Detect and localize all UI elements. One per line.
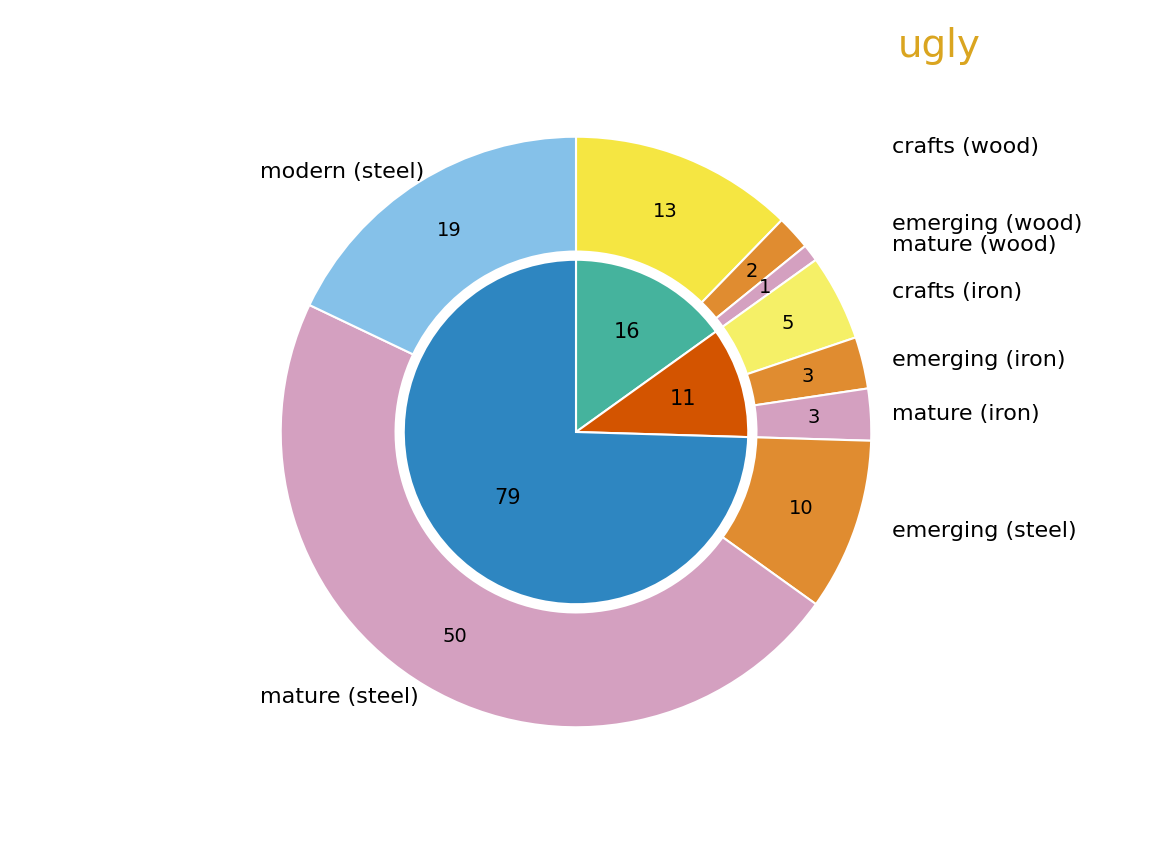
Wedge shape (722, 260, 856, 374)
Text: ugly: ugly (897, 28, 980, 65)
Text: crafts (wood): crafts (wood) (892, 137, 1039, 157)
Text: crafts (iron): crafts (iron) (892, 282, 1022, 302)
Wedge shape (755, 389, 871, 441)
Wedge shape (576, 260, 715, 432)
Text: 16: 16 (614, 322, 641, 342)
Text: emerging (wood): emerging (wood) (892, 214, 1082, 234)
Text: 3: 3 (808, 409, 819, 428)
Wedge shape (576, 332, 749, 437)
Text: 79: 79 (494, 488, 522, 508)
Wedge shape (403, 260, 748, 604)
Text: emerging (steel): emerging (steel) (892, 520, 1076, 541)
Text: mature (steel): mature (steel) (260, 687, 419, 707)
Text: 11: 11 (669, 390, 696, 410)
Wedge shape (702, 220, 805, 318)
Text: 3: 3 (801, 366, 813, 385)
Text: 5: 5 (781, 314, 794, 333)
Text: 10: 10 (789, 499, 813, 518)
Text: emerging (iron): emerging (iron) (892, 350, 1066, 370)
Text: mature (wood): mature (wood) (892, 235, 1056, 256)
Text: 13: 13 (653, 202, 677, 221)
Wedge shape (281, 305, 816, 727)
Text: mature (iron): mature (iron) (892, 403, 1039, 423)
Text: modern (steel): modern (steel) (260, 162, 424, 182)
Wedge shape (722, 437, 871, 604)
Wedge shape (310, 137, 576, 354)
Text: 2: 2 (745, 262, 758, 281)
Text: 50: 50 (442, 627, 468, 646)
Text: 1: 1 (759, 278, 771, 297)
Wedge shape (717, 246, 816, 327)
Wedge shape (746, 338, 869, 405)
Text: 19: 19 (437, 221, 462, 240)
Wedge shape (576, 137, 782, 302)
